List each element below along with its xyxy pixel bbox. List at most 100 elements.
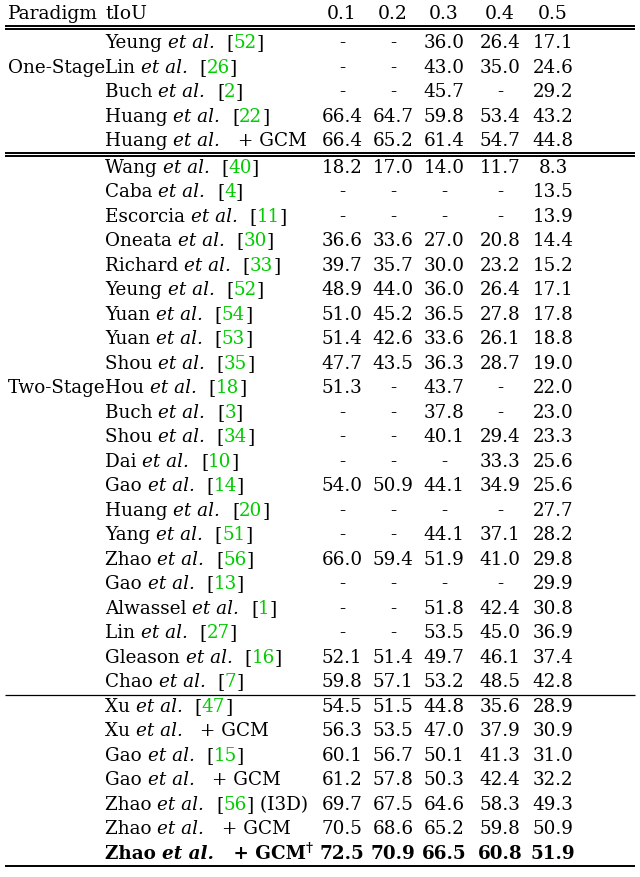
Text: -: - [497, 403, 503, 422]
Text: 36.0: 36.0 [424, 34, 465, 53]
Text: ]: ] [237, 477, 244, 496]
Text: 45.2: 45.2 [372, 306, 413, 324]
Text: -: - [390, 183, 396, 201]
Text: 66.5: 66.5 [422, 845, 467, 863]
Text: et al.: et al. [141, 624, 188, 642]
Text: ]: ] [245, 331, 252, 348]
Text: 51.8: 51.8 [424, 600, 465, 617]
Text: 33.3: 33.3 [479, 453, 520, 471]
Text: ]: ] [275, 649, 282, 667]
Text: [: [ [232, 502, 239, 520]
Text: et al.: et al. [168, 34, 214, 53]
Text: ]: ] [230, 624, 237, 642]
Text: 43.5: 43.5 [372, 355, 413, 373]
Text: -: - [339, 624, 345, 642]
Text: 42.8: 42.8 [532, 674, 573, 691]
Text: et al.: et al. [193, 600, 239, 617]
Text: 53.5: 53.5 [372, 723, 413, 740]
Text: 40.1: 40.1 [424, 428, 465, 446]
Text: et al.: et al. [147, 771, 195, 789]
Text: et al.: et al. [158, 355, 205, 373]
Text: [: [ [236, 232, 244, 250]
Text: 26.1: 26.1 [479, 331, 520, 348]
Text: 33.6: 33.6 [372, 232, 413, 250]
Text: et al.: et al. [168, 282, 214, 299]
Text: Dai: Dai [105, 453, 142, 471]
Text: 23.3: 23.3 [532, 428, 573, 446]
Text: Gao: Gao [105, 575, 147, 593]
Text: 51.9: 51.9 [424, 551, 465, 569]
Text: 37.1: 37.1 [479, 526, 520, 545]
Text: et al.: et al. [147, 575, 195, 593]
Text: 60.1: 60.1 [321, 746, 362, 765]
Text: [: [ [195, 698, 202, 716]
Text: 46.1: 46.1 [479, 649, 520, 667]
Text: 59.8: 59.8 [321, 674, 362, 691]
Text: 17.0: 17.0 [372, 159, 413, 177]
Text: 27.0: 27.0 [424, 232, 465, 250]
Text: et al.: et al. [147, 477, 195, 496]
Text: 18.2: 18.2 [322, 159, 362, 177]
Text: 0.4: 0.4 [485, 5, 515, 23]
Text: 10: 10 [208, 453, 232, 471]
Text: [: [ [201, 453, 208, 471]
Text: 37.4: 37.4 [532, 649, 573, 667]
Text: ]: ] [237, 746, 244, 765]
Text: [: [ [216, 551, 223, 569]
Text: 22.0: 22.0 [532, 379, 573, 397]
Text: Huang: Huang [105, 132, 173, 150]
Text: 26.4: 26.4 [479, 282, 520, 299]
Text: Lin: Lin [105, 59, 141, 77]
Text: -: - [390, 83, 396, 101]
Text: -: - [339, 600, 345, 617]
Text: 33.6: 33.6 [424, 331, 465, 348]
Text: 50.3: 50.3 [424, 771, 465, 789]
Text: 29.8: 29.8 [532, 551, 573, 569]
Text: et al.: et al. [158, 83, 205, 101]
Text: 37.8: 37.8 [424, 403, 465, 422]
Text: -: - [390, 502, 396, 520]
Text: 14: 14 [213, 477, 237, 496]
Text: 64.6: 64.6 [424, 795, 465, 814]
Text: 29.2: 29.2 [532, 83, 573, 101]
Text: 51.0: 51.0 [321, 306, 362, 324]
Text: 15.2: 15.2 [532, 257, 573, 275]
Text: 48.5: 48.5 [479, 674, 520, 691]
Text: 44.8: 44.8 [424, 698, 465, 716]
Text: [: [ [209, 379, 216, 397]
Text: et al.: et al. [158, 183, 205, 201]
Text: -: - [390, 600, 396, 617]
Text: -: - [339, 403, 345, 422]
Text: 24.6: 24.6 [532, 59, 573, 77]
Text: ]: ] [252, 159, 259, 177]
Text: [: [ [214, 331, 222, 348]
Text: Gao: Gao [105, 477, 147, 496]
Text: -: - [390, 34, 396, 53]
Text: et al.: et al. [173, 502, 220, 520]
Text: 44.0: 44.0 [372, 282, 413, 299]
Text: 49.7: 49.7 [424, 649, 465, 667]
Text: 68.6: 68.6 [372, 820, 413, 838]
Text: Xu: Xu [105, 723, 136, 740]
Text: 17.1: 17.1 [532, 34, 573, 53]
Text: 34.9: 34.9 [479, 477, 520, 496]
Text: 22: 22 [239, 108, 262, 125]
Text: 56.3: 56.3 [321, 723, 362, 740]
Text: 25.6: 25.6 [532, 477, 573, 496]
Text: 0.3: 0.3 [429, 5, 459, 23]
Text: 44.8: 44.8 [532, 132, 573, 150]
Text: -: - [339, 575, 345, 593]
Text: [: [ [243, 257, 250, 275]
Text: 70.9: 70.9 [371, 845, 415, 863]
Text: 56: 56 [223, 551, 246, 569]
Text: 45.7: 45.7 [424, 83, 465, 101]
Text: [: [ [215, 526, 222, 545]
Text: 36.3: 36.3 [424, 355, 465, 373]
Text: 29.9: 29.9 [532, 575, 573, 593]
Text: 51.9: 51.9 [531, 845, 575, 863]
Text: [: [ [227, 34, 234, 53]
Text: ]: ] [273, 257, 280, 275]
Text: 0.5: 0.5 [538, 5, 568, 23]
Text: 17.8: 17.8 [532, 306, 573, 324]
Text: 53.5: 53.5 [424, 624, 465, 642]
